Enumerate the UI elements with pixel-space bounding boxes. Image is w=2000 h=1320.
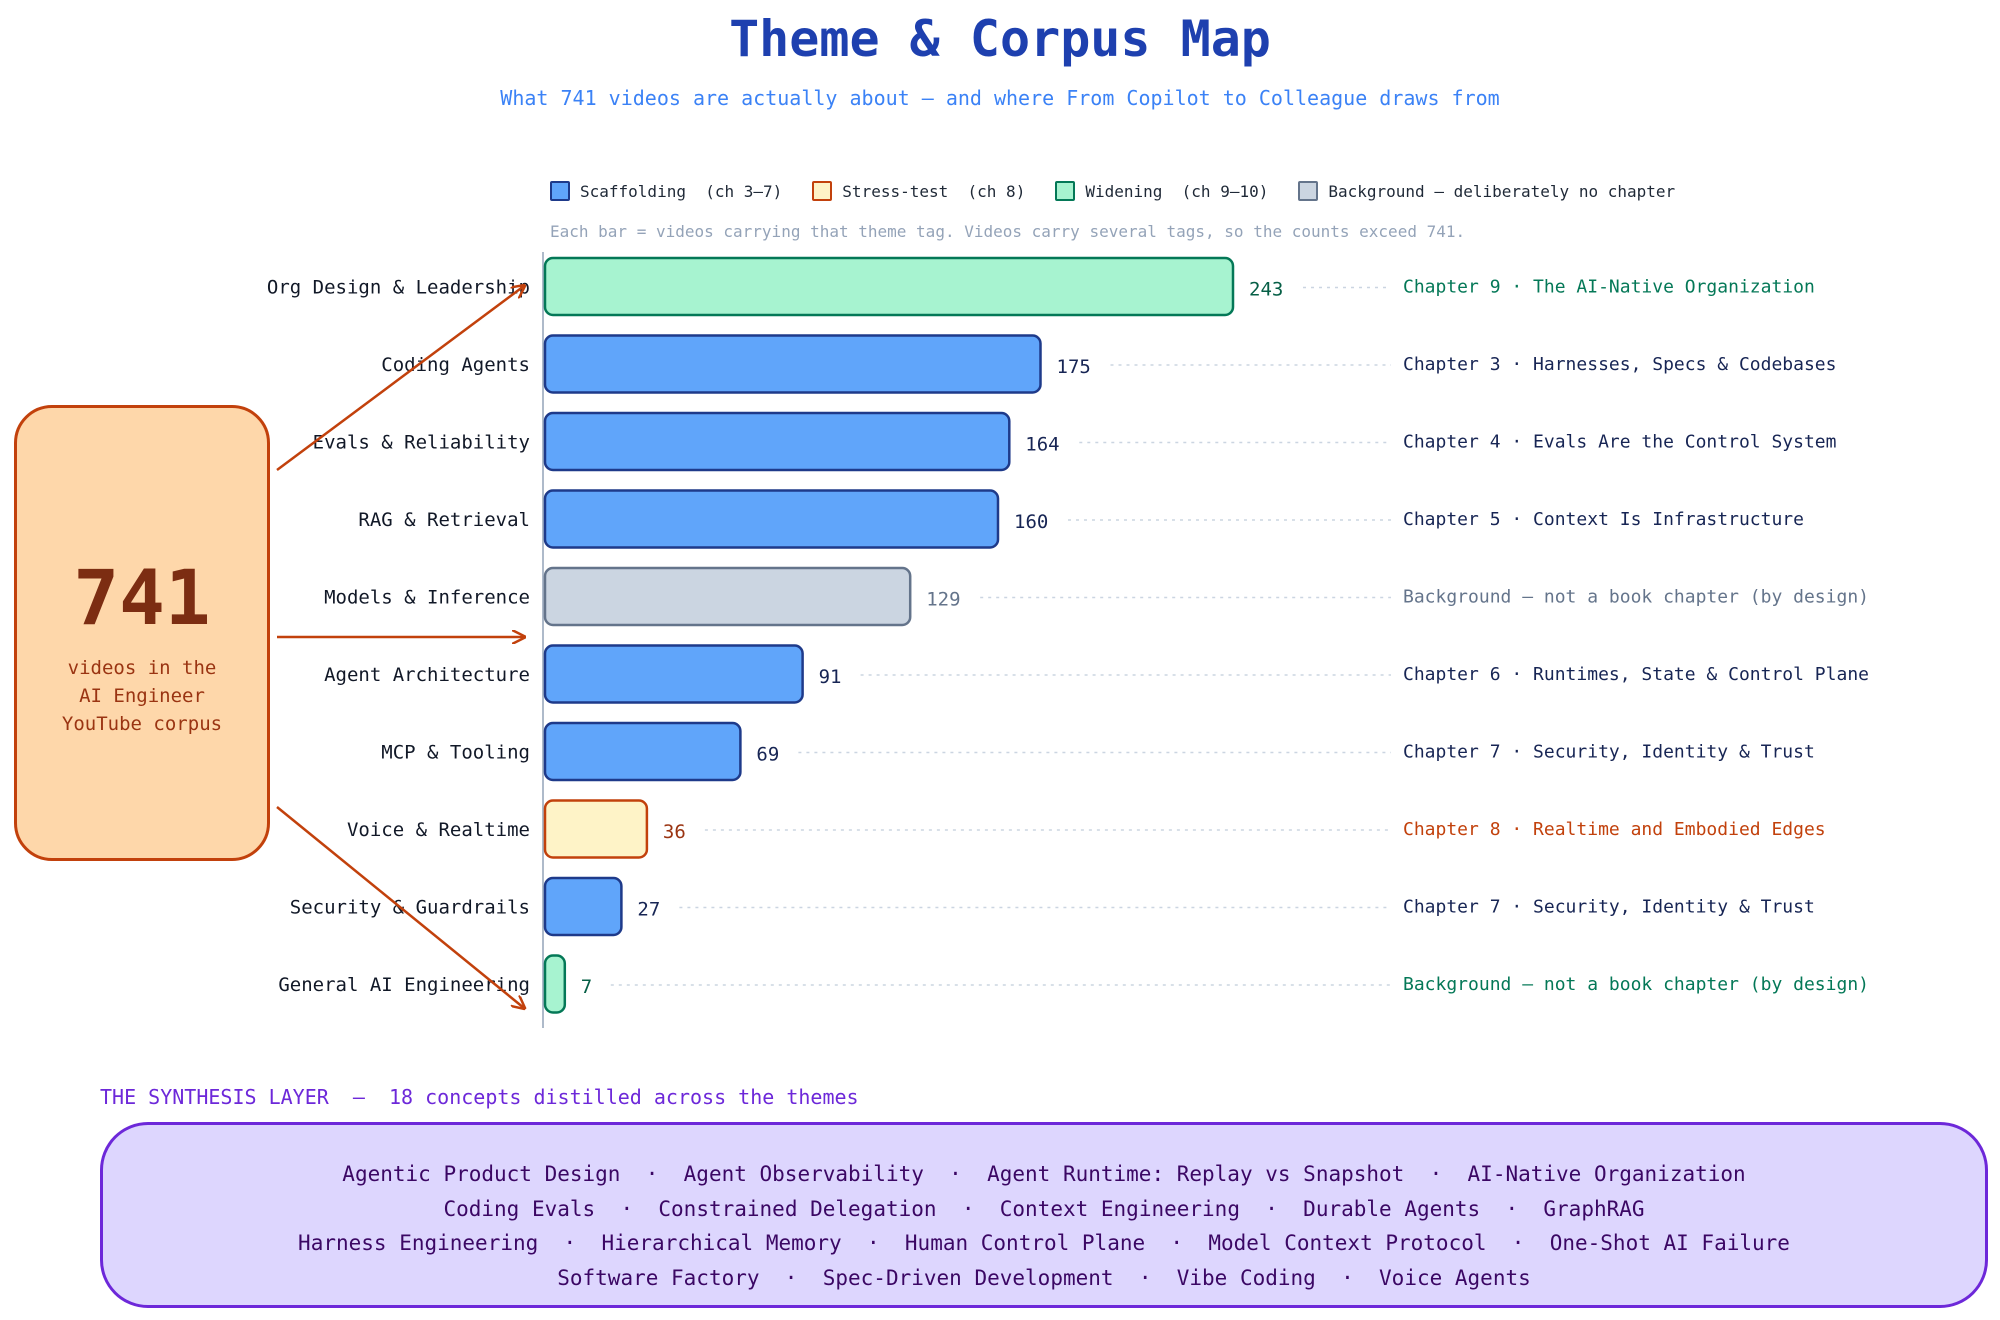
legend-label-stress-test: Stress-test (ch 8)	[842, 181, 1026, 201]
bar-chart: Org Design & Leadership 243 Chapter 9 · Th…	[267, 252, 1869, 1028]
chapter-label-agent-architecture: Chapter 6 · Runtimes, State & Control Pl…	[1403, 664, 1869, 685]
synthesis-heading: THE SYNTHESIS LAYER — 18 concepts distil…	[100, 1085, 859, 1109]
legend: Scaffolding (ch 3–7) Stress-test (ch 8) …	[550, 181, 1705, 201]
category-label-general-ai-engineering: General AI Engineering	[278, 974, 530, 996]
value-label-mcp-and-tooling: 69	[756, 744, 779, 766]
legend-item-background: Background — deliberately no chapter	[1298, 181, 1675, 201]
bar-security-and-guardrails	[543, 876, 623, 937]
arrows-layer	[276, 286, 524, 1008]
bar-evals-and-reliability	[543, 411, 1011, 472]
chart-note: Each bar = videos carrying that theme ta…	[550, 222, 1466, 241]
arrow-to-bottom-bar	[276, 806, 524, 1008]
chapter-label-security-and-guardrails: Chapter 7 · Security, Identity & Trust	[1403, 897, 1815, 918]
bars-layer: Org Design & Leadership 243 Chapter 9 · Th…	[267, 256, 1869, 1014]
chapter-label-mcp-and-tooling: Chapter 7 · Security, Identity & Trust	[1403, 742, 1815, 763]
value-label-security-and-guardrails: 27	[637, 899, 660, 921]
category-label-rag-and-retrieval: RAG & Retrieval	[358, 509, 530, 531]
bar-org-design-and-leadership	[543, 256, 1235, 317]
corpus-total-caption: videos in the AI Engineer YouTube corpus	[61, 657, 223, 735]
chapter-label-rag-and-retrieval: Chapter 5 · Context Is Infrastructure	[1403, 509, 1804, 530]
synthesis-concepts-line: Agentic Product Design · Agent Observabi…	[342, 1162, 1746, 1186]
synthesis-box: Agentic Product Design · Agent Observabi…	[100, 1122, 1988, 1308]
category-label-evals-and-reliability: Evals & Reliability	[313, 432, 530, 454]
chart-subtitle: What 741 videos are actually about — and…	[500, 86, 1500, 110]
value-label-evals-and-reliability: 164	[1025, 434, 1059, 456]
synthesis-concepts-line: Software Factory · Spec-Driven Developme…	[557, 1265, 1531, 1290]
legend-swatch-stress-test	[812, 181, 833, 201]
value-label-org-design-and-leadership: 243	[1249, 279, 1283, 301]
chapter-label-coding-agents: Chapter 3 · Harnesses, Specs & Codebases	[1403, 354, 1836, 375]
category-label-mcp-and-tooling: MCP & Tooling	[381, 742, 530, 764]
arrow-to-top-bar	[276, 286, 524, 472]
legend-label-scaffolding: Scaffolding (ch 3–7)	[580, 181, 783, 201]
legend-label-background: Background — deliberately no chapter	[1328, 181, 1676, 201]
category-label-coding-agents: Coding Agents	[381, 354, 530, 376]
category-label-agent-architecture: Agent Architecture	[324, 664, 530, 686]
value-label-voice-and-realtime: 36	[663, 821, 686, 843]
bar-agent-architecture	[543, 644, 804, 704]
legend-item-scaffolding: Scaffolding (ch 3–7)	[550, 181, 782, 201]
legend-swatch-widening	[1055, 181, 1076, 201]
bar-models-and-inference	[543, 566, 912, 627]
legend-item-widening: Widening (ch 9–10)	[1055, 181, 1268, 201]
bar-mcp-and-tooling	[543, 721, 742, 782]
value-label-coding-agents: 175	[1057, 356, 1091, 378]
category-label-voice-and-realtime: Voice & Realtime	[347, 819, 530, 841]
chapter-label-general-ai-engineering: Background — not a book chapter (by desi…	[1403, 974, 1869, 995]
value-label-rag-and-retrieval: 160	[1014, 511, 1048, 533]
bar-rag-and-retrieval	[543, 489, 1000, 549]
synthesis-concepts-line: Coding Evals · Constrained Delegation · …	[443, 1196, 1645, 1221]
value-label-models-and-inference: 129	[926, 589, 960, 611]
bar-general-ai-engineering	[543, 954, 567, 1014]
value-label-agent-architecture: 91	[819, 666, 842, 688]
category-label-security-and-guardrails: Security & Guardrails	[290, 897, 530, 919]
chapter-label-evals-and-reliability: Chapter 4 · Evals Are the Control System	[1403, 432, 1836, 453]
value-label-general-ai-engineering: 7	[581, 976, 592, 998]
bar-voice-and-realtime	[543, 799, 649, 859]
legend-swatch-scaffolding	[550, 181, 570, 201]
legend-label-widening: Widening (ch 9–10)	[1085, 181, 1269, 201]
chart-title: Theme & Corpus Map	[729, 10, 1271, 68]
chapter-label-voice-and-realtime: Chapter 8 · Realtime and Embodied Edges	[1403, 819, 1826, 840]
synthesis-concepts-line: Harness Engineering · Hierarchical Memor…	[298, 1231, 1790, 1255]
category-label-models-and-inference: Models & Inference	[324, 587, 530, 609]
chapter-label-models-and-inference: Background — not a book chapter (by desi…	[1403, 587, 1869, 608]
corpus-total-box: 741 videos in the AI Engineer YouTube co…	[14, 405, 270, 861]
legend-swatch-background	[1298, 181, 1319, 201]
legend-item-stress-test: Stress-test (ch 8)	[812, 181, 1025, 201]
corpus-total-number: 741	[73, 553, 211, 642]
bar-coding-agents	[543, 334, 1042, 394]
chapter-label-org-design-and-leadership: Chapter 9 · The AI-Native Organization	[1403, 277, 1815, 298]
category-label-org-design-and-leadership: Org Design & Leadership	[267, 277, 530, 299]
